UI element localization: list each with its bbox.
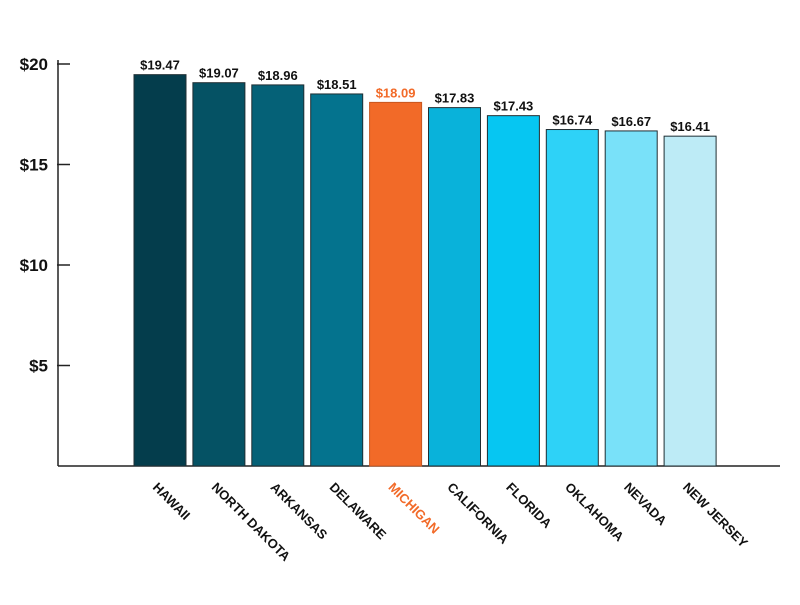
y-tick-label: $20	[20, 55, 48, 74]
x-tick-label: ARKANSAS	[268, 480, 331, 543]
y-tick-labels: $5 $10 $15 $20	[20, 55, 48, 376]
x-tick-label: NEVADA	[621, 480, 670, 529]
bar-michigan	[369, 101, 423, 467]
x-tick-label: MICHIGAN	[385, 480, 442, 537]
y-tick-label: $10	[20, 256, 48, 275]
bar-delaware	[310, 93, 364, 467]
data-label: $19.47	[140, 58, 180, 73]
x-tick-labels: HAWAII NORTH DAKOTAARKANSASDELAWAREMICHIG…	[150, 480, 751, 565]
bar-north-dakota	[192, 82, 246, 467]
data-label: $17.43	[494, 99, 534, 114]
bar-new-jersey	[663, 135, 717, 467]
bar-nevada	[604, 130, 658, 467]
data-label: $16.74	[552, 113, 593, 128]
data-label: $18.09	[376, 85, 416, 100]
bar-florida	[486, 115, 540, 467]
data-label: $17.83	[435, 91, 475, 106]
y-tick-label: $5	[29, 357, 48, 376]
bar-oklahoma	[545, 129, 599, 467]
data-label: $16.67	[611, 114, 651, 129]
y-tick-label: $15	[20, 156, 48, 175]
data-labels: $19.47 $19.07 $18.96 $18.51 $18.09 $17.83 $17.…	[140, 58, 710, 135]
data-label: $16.41	[670, 119, 710, 134]
data-label: $18.51	[317, 77, 357, 92]
bar-arkansas	[251, 84, 305, 467]
x-tick-label: FLORIDA	[503, 480, 555, 532]
bar-hawaii	[133, 74, 187, 467]
data-label: $19.07	[199, 66, 239, 81]
x-tick-label: NEW JERSEY	[680, 480, 751, 551]
x-tick-label: HAWAII	[150, 480, 193, 523]
data-label: $18.96	[258, 68, 298, 83]
bars	[133, 74, 717, 467]
x-tick-label: DELAWARE	[327, 480, 390, 543]
bar-california	[428, 107, 481, 467]
x-tick-label: CALIFORNIA	[444, 480, 512, 548]
x-tick-label: OKLAHOMA	[562, 480, 627, 545]
